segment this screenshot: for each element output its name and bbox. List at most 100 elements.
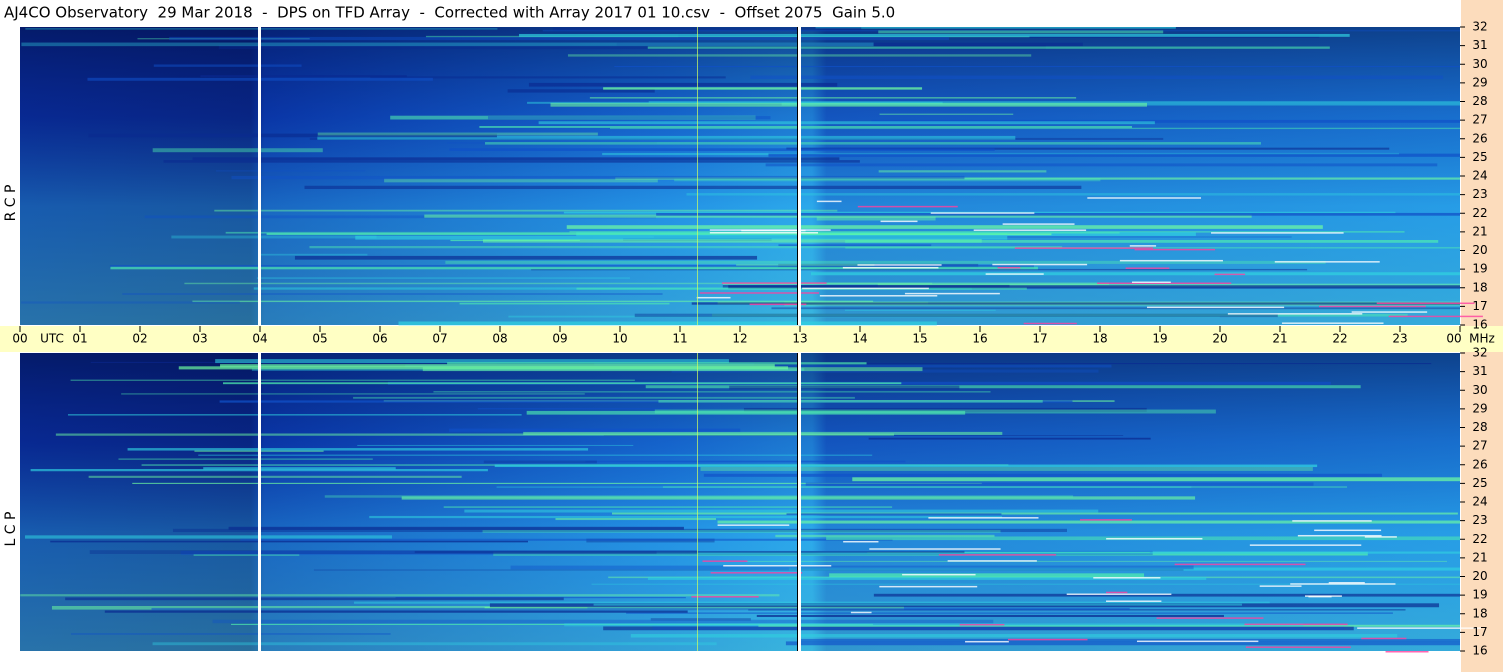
interference-line <box>1274 261 1380 263</box>
x-tick-label: 23 <box>1392 332 1407 346</box>
y-tick-label: 20 <box>1472 569 1487 583</box>
heatmap-stripe <box>163 160 860 163</box>
interference-line <box>1292 520 1372 522</box>
x-tick-label: 19 <box>1152 332 1167 346</box>
heatmap-stripe <box>569 230 1405 233</box>
heatmap-stripe <box>527 101 943 104</box>
interference-line <box>1136 640 1259 643</box>
heatmap-stripe <box>815 27 1176 29</box>
heatmap-stripe <box>122 293 663 295</box>
heatmap-stripe <box>879 113 1014 115</box>
heatmap-stripe <box>184 282 933 285</box>
heatmap-stripe <box>317 132 598 136</box>
y-tick-label: 25 <box>1472 150 1487 164</box>
heatmap-stripe <box>805 482 1314 486</box>
heatmap-stripe <box>151 607 1130 611</box>
heatmap-stripe <box>449 148 995 151</box>
interference-line <box>1174 563 1306 566</box>
x-tick-label: 17 <box>1032 332 1047 346</box>
heatmap-stripe <box>353 396 855 399</box>
x-tick-label: 18 <box>1092 332 1107 346</box>
x-tick-label: 00 <box>1446 332 1461 346</box>
y-tick-label: 25 <box>1472 476 1487 490</box>
heatmap-stripe <box>645 385 1361 389</box>
heatmap-stripe <box>786 147 1390 150</box>
heatmap-stripe <box>459 302 670 305</box>
heatmap-stripe <box>496 486 1192 488</box>
data-gap <box>258 353 261 651</box>
interference-line <box>985 273 1044 275</box>
y-tick-label: 28 <box>1472 94 1487 108</box>
interference-line <box>1119 259 1223 262</box>
heatmap-stripe <box>510 565 1194 570</box>
x-tick-label: 12 <box>732 332 747 346</box>
panel: 16 17 18 19 20 21 22 23 24 25 26 27 28 29 30 31 32 L C P <box>3 346 1488 658</box>
x-tick-label: 11 <box>672 332 687 346</box>
heatmap-stripe <box>104 610 688 613</box>
heatmap-stripe <box>765 163 1438 167</box>
y-tick-label: 24 <box>1472 169 1487 183</box>
interference-line <box>938 554 1057 556</box>
y-unit: MHz <box>1469 332 1495 346</box>
heatmap-stripe <box>257 253 368 256</box>
interference-line <box>1014 247 1154 249</box>
heatmap-stripe <box>50 540 528 543</box>
heatmap-stripe <box>496 363 1432 365</box>
interference-line <box>709 232 819 234</box>
interference-line <box>1281 322 1384 324</box>
heatmap-stripe <box>447 362 867 365</box>
y-tick-label: 16 <box>1472 318 1487 332</box>
y-tick-label: 30 <box>1472 57 1487 71</box>
heatmap-stripe <box>750 75 1444 80</box>
heatmap-stripe <box>390 115 756 120</box>
interference-line <box>700 292 820 294</box>
y-tick-label: 16 <box>1472 644 1487 658</box>
x-tick-label: 15 <box>912 332 927 346</box>
heatmap-stripe <box>193 554 300 556</box>
heatmap-stripe <box>422 367 923 372</box>
heatmap-stripe <box>231 623 873 625</box>
heatmap-stripe <box>829 573 1145 578</box>
heatmap-stripe <box>309 245 1063 249</box>
heatmap-stripe <box>867 552 1150 554</box>
chart-title: AJ4CO Observatory 29 Mar 2018 - DPS on T… <box>4 4 895 22</box>
y-tick-label: 31 <box>1472 38 1487 52</box>
interference-line <box>1002 223 1075 225</box>
heatmap-stripe <box>844 309 996 311</box>
interference-line <box>702 560 748 562</box>
x-tick-label: 01 <box>72 332 87 346</box>
interference-line <box>997 266 1021 269</box>
heatmap-stripe <box>775 534 995 538</box>
heatmap-stripe <box>712 313 1408 317</box>
heatmap-stripe <box>384 178 658 183</box>
heatmap-stripe <box>878 30 1164 34</box>
heatmap-stripe <box>369 515 1003 519</box>
interference-line <box>1125 267 1170 269</box>
heatmap-stripe <box>845 240 1439 243</box>
interference-line <box>869 548 1001 550</box>
interference-line <box>1131 281 1171 284</box>
interference-line <box>819 295 938 297</box>
interference-line <box>1388 315 1483 318</box>
interference-line <box>723 565 832 567</box>
heatmap-stripe <box>137 38 310 40</box>
panel-label: R C P <box>3 185 19 222</box>
heatmap-stripe <box>531 268 1308 271</box>
interference-line <box>904 292 1000 295</box>
heatmap-stripe <box>313 569 1184 571</box>
y-tick-label: 27 <box>1472 439 1487 453</box>
interference-line <box>1097 282 1232 285</box>
interference-line <box>1249 544 1362 546</box>
interference-line <box>857 205 958 208</box>
heatmap-stripe <box>743 407 1147 412</box>
heatmap-stripe <box>650 618 751 621</box>
interference-line <box>1364 536 1397 538</box>
heatmap-stripe <box>634 313 1278 318</box>
heatmap-stripe <box>198 454 873 456</box>
heatmap-stripe <box>482 530 1001 533</box>
heatmap-stripe <box>67 414 522 416</box>
heatmap-stripe <box>603 626 1354 631</box>
x-tick-label: 00 <box>12 332 27 346</box>
heatmap-stripe <box>152 642 717 646</box>
